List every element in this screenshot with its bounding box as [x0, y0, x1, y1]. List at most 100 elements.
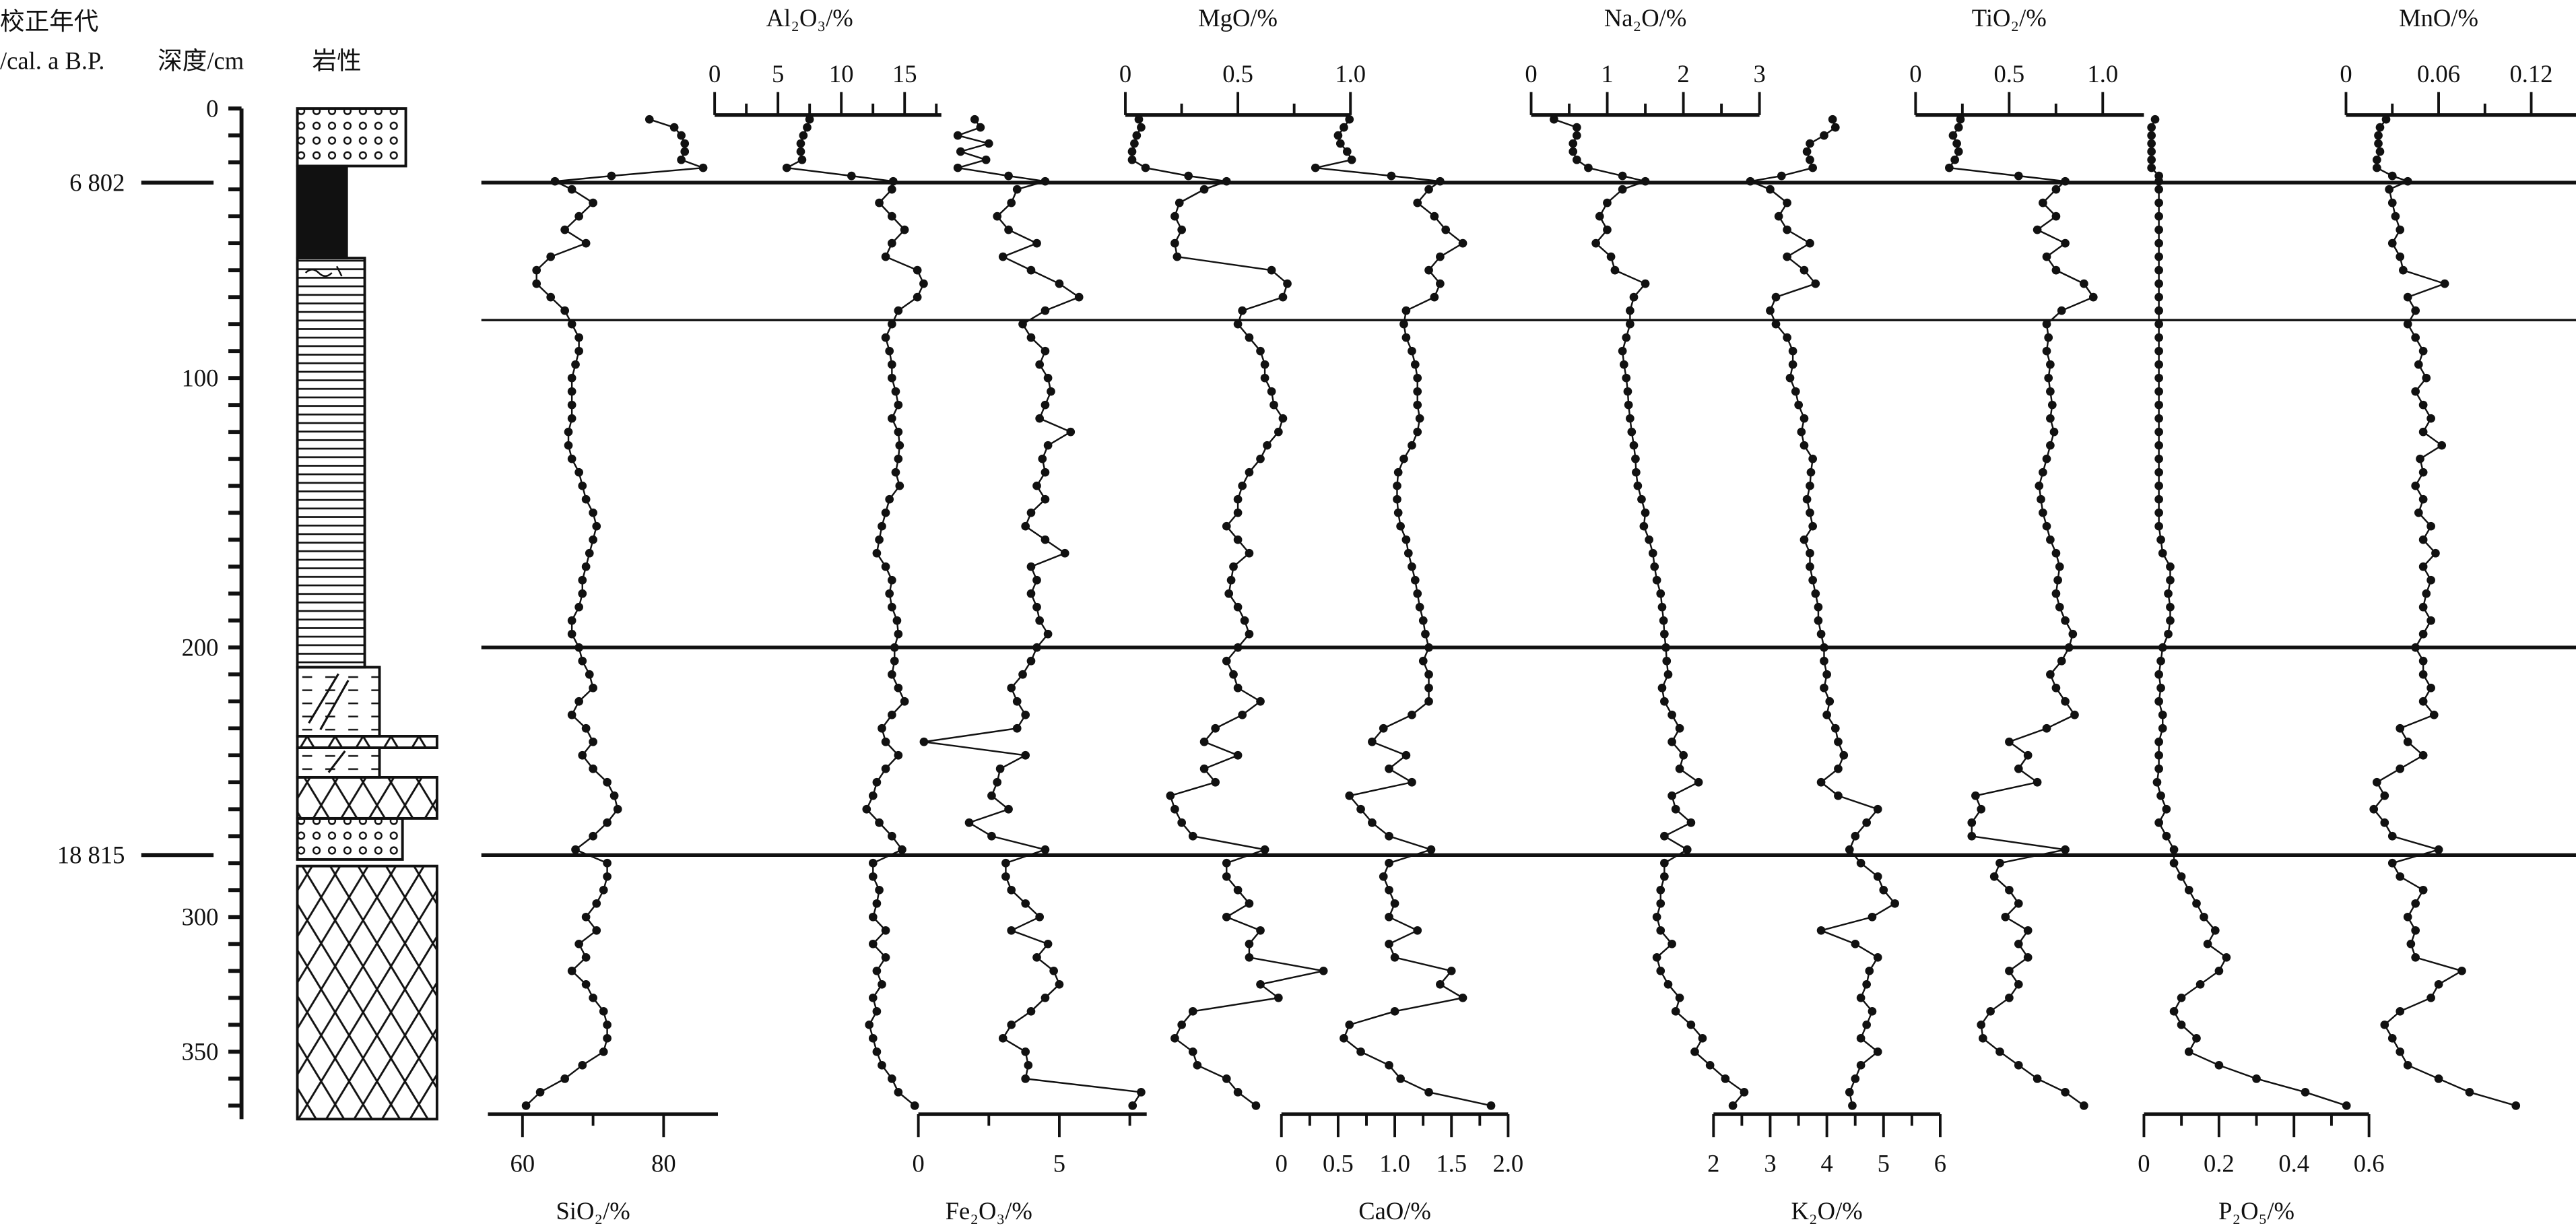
data-point — [567, 319, 576, 329]
data-point — [872, 1047, 882, 1056]
data-point — [868, 912, 878, 922]
data-point — [1177, 1020, 1187, 1029]
data-point — [567, 400, 576, 410]
data-point — [2200, 912, 2208, 922]
data-point — [2001, 912, 2010, 922]
data-point — [1222, 912, 1231, 922]
data-point — [1222, 521, 1231, 531]
data-point — [1641, 508, 1650, 517]
data-point — [2046, 670, 2055, 679]
panel-8: 0 0.2 0.4 0.6 P₂O₅/% — [2138, 115, 2385, 1225]
data-point — [1873, 953, 1882, 962]
data-point — [981, 155, 991, 164]
data-point — [1413, 373, 1422, 383]
data-point — [1721, 1074, 1730, 1083]
data-point — [2418, 427, 2428, 437]
data-point — [2042, 521, 2051, 531]
data-point — [2396, 252, 2405, 261]
data-point — [1430, 292, 1439, 302]
data-point — [1862, 818, 1872, 827]
data-point — [550, 176, 560, 186]
tick-label: 10 — [829, 60, 854, 88]
data-point — [953, 163, 962, 172]
data-point — [2411, 481, 2420, 490]
data-point — [546, 252, 556, 261]
data-point — [1667, 939, 1676, 948]
data-point — [2411, 387, 2420, 396]
data-point — [1856, 1033, 1865, 1043]
data-point — [1173, 252, 1182, 261]
data-point — [589, 198, 597, 207]
data-point — [1967, 818, 1977, 827]
lithology-gravel-lower — [296, 816, 404, 861]
data-point — [2055, 562, 2064, 571]
data-point — [2214, 1060, 2224, 1070]
lithology-cross-layer-1 — [296, 775, 438, 820]
data-point — [987, 791, 996, 800]
data-point — [2373, 777, 2381, 787]
data-point — [578, 575, 587, 585]
axis-title: Fe₂O₃/% — [946, 1197, 1032, 1225]
data-point — [2023, 953, 2033, 962]
data-point — [1401, 535, 1411, 544]
tick-label: 2 — [1677, 60, 1689, 88]
data-point — [2057, 656, 2066, 666]
data-point — [1771, 319, 1781, 329]
data-point — [998, 1033, 1008, 1043]
data-point — [1032, 643, 1041, 652]
data-point — [894, 750, 903, 760]
tick-label: 0 — [708, 60, 721, 88]
data-point — [578, 1060, 587, 1070]
data-point — [603, 777, 612, 787]
data-point — [592, 899, 601, 908]
data-point — [1573, 155, 1581, 164]
data-point — [2042, 454, 2051, 463]
series-line — [1554, 119, 1746, 1107]
data-point — [1652, 575, 1661, 585]
data-point — [1137, 1087, 1146, 1097]
data-point — [2061, 845, 2070, 854]
data-point — [890, 643, 899, 652]
data-point — [1041, 346, 1050, 356]
data-point — [1233, 750, 1243, 760]
data-point — [1626, 414, 1634, 423]
data-point — [1408, 710, 1416, 719]
data-point — [1141, 163, 1150, 172]
data-point — [1652, 953, 1661, 962]
tick-label: 5 — [1053, 1149, 1065, 1177]
data-point — [2403, 319, 2412, 329]
data-point — [1633, 481, 1643, 490]
data-point — [888, 710, 896, 719]
data-point — [1333, 131, 1343, 140]
axis-title: CaO/% — [1358, 1197, 1431, 1225]
data-point — [1170, 212, 1179, 221]
data-point — [2005, 966, 2014, 975]
data-point — [1856, 993, 1865, 1002]
data-point — [1193, 1060, 1202, 1070]
data-point — [1132, 131, 1142, 140]
data-point — [919, 279, 928, 288]
data-point — [2465, 1087, 2474, 1097]
data-point — [2035, 481, 2044, 490]
data-point — [875, 885, 884, 895]
tick-label: 0 — [1909, 60, 1921, 88]
data-point — [2154, 279, 2163, 288]
data-point — [888, 185, 896, 194]
data-point — [2418, 346, 2428, 356]
data-point — [1066, 427, 1076, 437]
data-point — [2147, 147, 2156, 156]
data-point — [1035, 912, 1045, 922]
data-point — [567, 966, 576, 975]
tick-label: 0.4 — [2278, 1149, 2309, 1177]
data-point — [1245, 629, 1254, 639]
data-point — [1410, 575, 1420, 585]
data-point — [2387, 831, 2397, 841]
data-point — [2192, 1033, 2201, 1043]
data-point — [1170, 804, 1179, 814]
data-point — [1267, 265, 1276, 275]
data-point — [878, 521, 886, 531]
data-point — [1345, 791, 1354, 800]
data-point — [1251, 1101, 1261, 1110]
data-point — [1238, 306, 1247, 315]
data-point — [2162, 804, 2171, 814]
